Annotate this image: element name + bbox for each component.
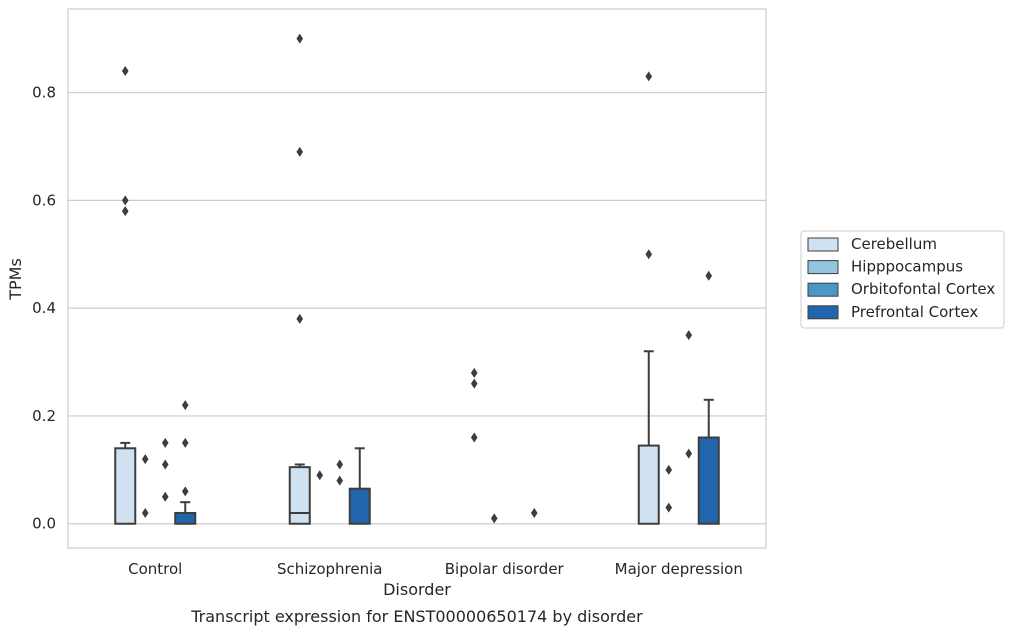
outlier-point — [685, 448, 693, 459]
outlier-point — [161, 459, 169, 470]
legend-label: Cerebellum — [851, 235, 937, 253]
outlier-point — [121, 195, 129, 206]
outlier-point — [141, 507, 149, 518]
legend-frame — [800, 230, 1005, 329]
outlier-point — [665, 464, 673, 475]
outlier-point — [296, 313, 304, 324]
legend-label: Orbitofontal Cortex — [851, 280, 995, 298]
legend-label: Hipppocampus — [851, 258, 963, 276]
box-body — [637, 444, 660, 525]
outlier-points — [121, 33, 713, 524]
outlier-point — [665, 502, 673, 513]
outlier-point — [336, 475, 344, 486]
outlier-point — [181, 486, 189, 497]
outlier-point — [685, 330, 693, 341]
box-body — [114, 447, 137, 525]
box-body — [697, 436, 720, 525]
box-body — [288, 466, 311, 525]
x-tick-label: Control — [128, 560, 182, 578]
box-prefrontal-cortex — [697, 398, 720, 525]
box-cerebellum — [637, 350, 660, 525]
outlier-point — [470, 367, 478, 378]
outlier-point — [490, 513, 498, 524]
outlier-point — [530, 507, 538, 518]
plot-area-frame — [67, 8, 767, 549]
outlier-point — [645, 71, 653, 82]
x-tick-label: Bipolar disorder — [445, 560, 565, 578]
box-prefrontal-cortex — [348, 447, 371, 525]
box-body — [174, 511, 197, 525]
legend: Cerebellum Hipppocampus Orbitofontal Corte… — [800, 230, 1005, 329]
legend-swatch — [807, 260, 839, 275]
x-axis-label: Disorder — [383, 580, 451, 599]
outlier-point — [296, 33, 304, 44]
legend-swatch — [807, 282, 839, 297]
outlier-point — [705, 270, 713, 281]
y-tick-labels: 0.0 0.2 0.4 0.6 0.8 — [32, 84, 56, 533]
x-tick-label: Major depression — [615, 560, 743, 578]
y-axis-label: TPMs — [6, 258, 25, 301]
legend-label: Prefrontal Cortex — [851, 303, 978, 321]
outlier-point — [645, 249, 653, 260]
x-tick-label: Schizophrenia — [277, 560, 382, 578]
outlier-point — [161, 491, 169, 502]
box-prefrontal-cortex — [174, 501, 197, 525]
y-tick-label: 0.2 — [32, 407, 56, 425]
outlier-point — [470, 432, 478, 443]
box-cerebellum — [114, 441, 137, 525]
outlier-point — [296, 146, 304, 157]
y-tick-label: 0.6 — [32, 191, 56, 209]
gridlines — [68, 91, 766, 525]
legend-swatch — [807, 305, 839, 320]
box-body — [348, 487, 371, 525]
outlier-point — [316, 470, 324, 481]
chart-caption: Transcript expression for ENST0000065017… — [190, 607, 643, 626]
legend-swatch — [807, 237, 839, 252]
outlier-point — [470, 378, 478, 389]
outlier-point — [336, 459, 344, 470]
outlier-point — [181, 400, 189, 411]
outlier-point — [121, 65, 129, 76]
outlier-point — [141, 454, 149, 465]
y-tick-label: 0.0 — [32, 515, 56, 533]
y-tick-label: 0.4 — [32, 299, 56, 317]
y-tick-label: 0.8 — [32, 84, 56, 102]
box-cerebellum — [288, 463, 311, 525]
outlier-point — [161, 437, 169, 448]
x-tick-labels: Control Schizophrenia Bipolar disorder Majo… — [128, 560, 743, 578]
boxes — [114, 350, 720, 525]
outlier-point — [181, 437, 189, 448]
outlier-point — [121, 206, 129, 217]
